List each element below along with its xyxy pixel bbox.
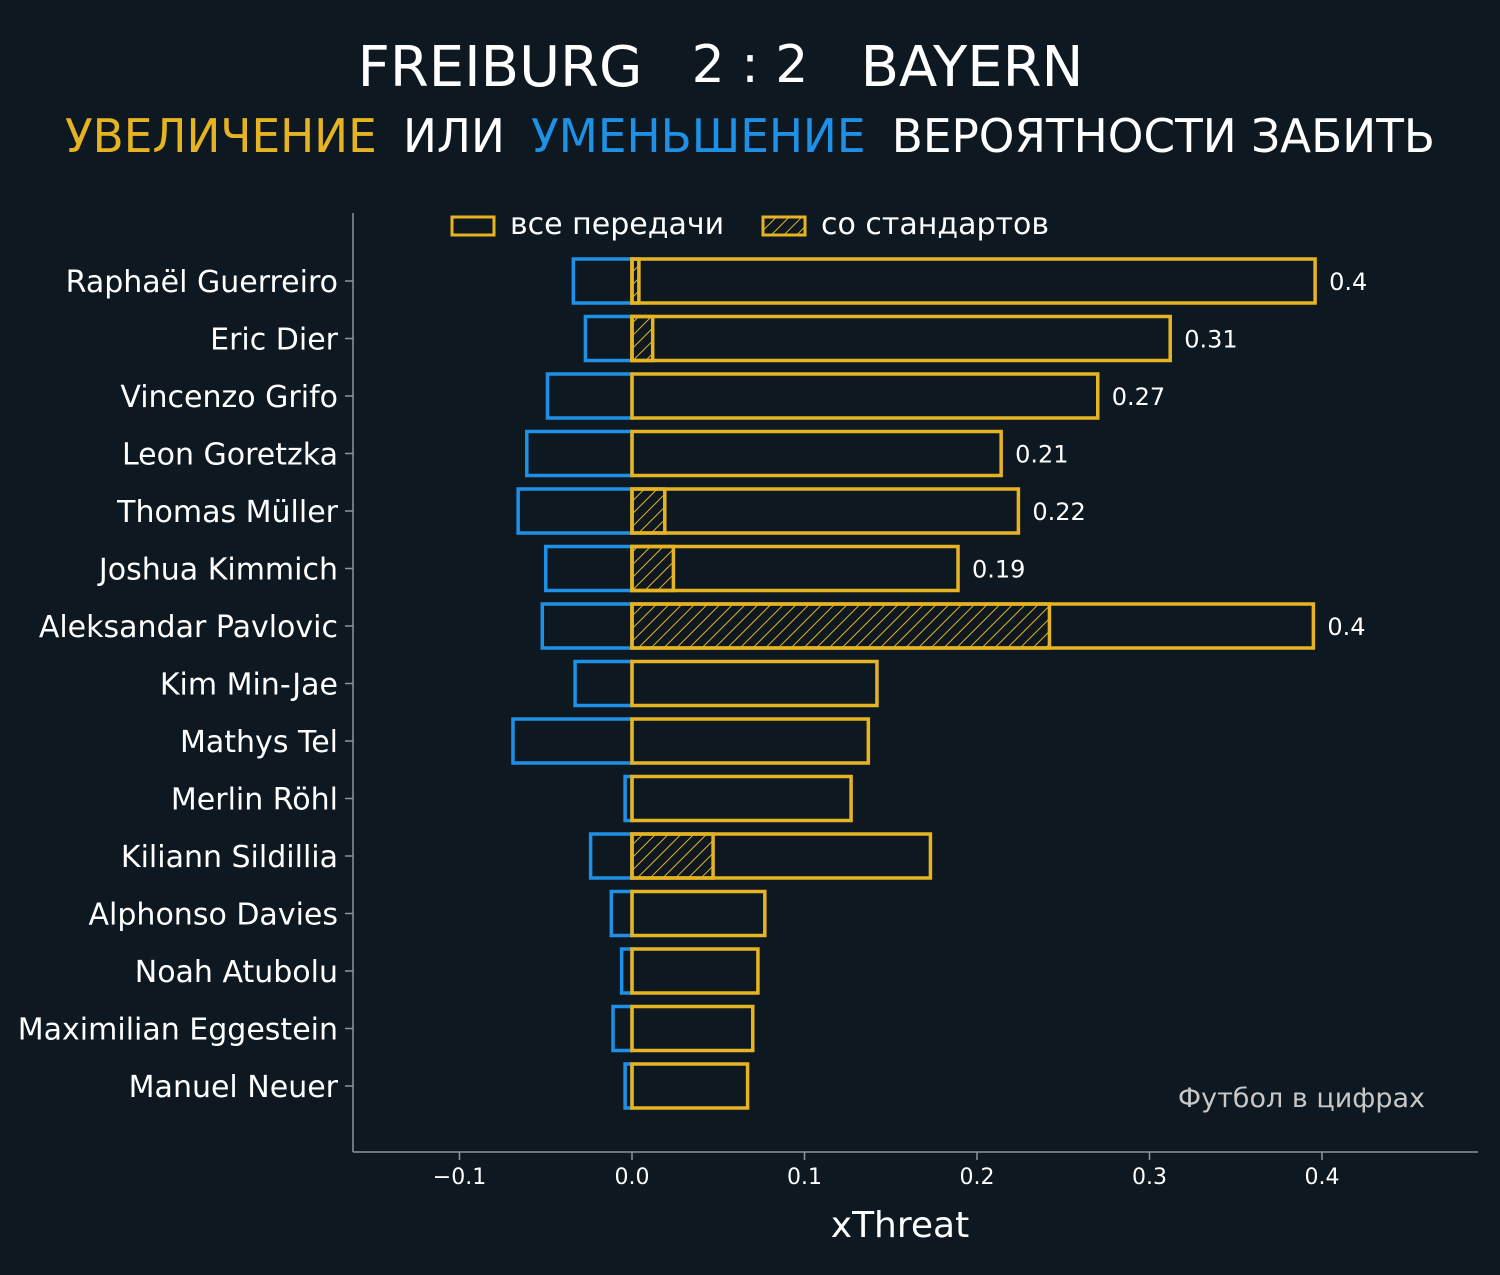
bar-value-label: 0.22 [1032,498,1085,526]
subtitle-or: ИЛИ [403,109,505,163]
bar-increase [630,659,879,708]
match-score: 2 : 2 [692,35,809,95]
bar-set-pieces [630,487,667,535]
bar-value-label: 0.27 [1112,383,1165,411]
bar-increase [630,602,1316,650]
bar-set-pieces [630,832,715,880]
bar-decrease [544,544,634,593]
bars-layer: 0.4 0.31 0.27 0.21 0.22 0.19 0.4 [511,257,1367,1110]
x-tick-label: 0.0 [615,1165,650,1190]
subtitle-rest: ВЕРОЯТНОСТИ ЗАБИТЬ [892,109,1435,163]
x-tick-label: 0.3 [1132,1165,1167,1190]
player-name-label: Leon Goretzka [122,438,338,473]
away-team-name: BAYERN [861,35,1084,100]
bar-increase [630,947,760,995]
bar-decrease [545,372,634,420]
bar-decrease [588,832,634,880]
player-name-label: Kiliann Sildillia [121,840,338,875]
player-name-label: Joshua Kimmich [97,553,338,588]
subtitle-decrease: УМЕНЬШЕНИЕ [531,109,865,163]
x-axis-ticks: −0.1 0.0 0.1 0.2 0.3 0.4 [433,1152,1340,1190]
player-name-label: Noah Atubolu [135,955,338,990]
bar-value-label: 0.19 [972,556,1025,584]
bar-decrease [516,487,634,535]
bar-increase [630,372,1100,420]
player-name-label: Aleksandar Pavlovic [39,610,338,645]
bar-increase [630,717,871,765]
bar-increase [630,257,1317,305]
bar-decrease [611,1004,634,1053]
chart-subtitle: УВЕЛИЧЕНИЕ ИЛИ УМЕНЬШЕНИЕ ВЕРОЯТНОСТИ ЗА… [65,109,1435,163]
legend: все передачи со стандартов [450,207,1049,242]
player-name-label: Alphonso Davies [89,898,338,933]
bar-increase [630,1062,750,1110]
player-name-label: Merlin Röhl [171,783,338,818]
bar-increase [630,487,1021,535]
player-name-label: Maximilian Eggestein [18,1013,338,1048]
bar-decrease [573,659,634,708]
bar-decrease [583,314,634,363]
home-team-name: FREIBURG [358,35,643,100]
chart-title: FREIBURG 2 : 2 BAYERN [358,35,1084,100]
x-tick-label: 0.4 [1305,1165,1340,1190]
player-name-label: Raphaël Guerreiro [66,265,338,300]
x-tick-label: 0.1 [787,1165,822,1190]
legend-swatch-set-pieces [761,215,807,237]
player-name-label: Mathys Tel [180,725,338,760]
bar-set-pieces [630,314,655,363]
bar-set-pieces [630,544,676,593]
legend-label-all-passes: все передачи [510,207,724,242]
bar-decrease [571,257,634,305]
bar-decrease [540,602,634,650]
legend-label-set-pieces: со стандартов [821,207,1049,242]
bar-increase [630,832,933,880]
watermark-text: Футбол в цифрах [1178,1083,1425,1114]
bar-value-label: 0.4 [1329,268,1367,296]
bar-increase [630,429,1003,478]
y-axis-ticks: Raphaël Guerreiro Eric Dier Vincenzo Grifo… [18,265,353,1105]
x-tick-label: −0.1 [433,1165,486,1190]
bar-value-label: 0.31 [1184,326,1237,354]
player-name-label: Thomas Müller [116,495,338,530]
x-axis-label: xThreat [831,1205,969,1246]
x-tick-label: 0.2 [960,1165,995,1190]
subtitle-increase: УВЕЛИЧЕНИЕ [65,109,377,163]
bar-increase [630,889,767,938]
bar-decrease [525,429,634,478]
bar-decrease [609,889,634,938]
player-name-label: Kim Min-Jae [160,668,338,703]
bar-decrease [511,717,634,765]
bar-increase [630,544,960,593]
legend-swatch-all-passes [450,215,496,237]
bar-increase [630,774,853,823]
bar-increase [630,314,1172,363]
bar-value-label: 0.21 [1015,441,1068,469]
player-name-label: Manuel Neuer [129,1070,339,1105]
bar-increase [630,1004,755,1053]
bar-set-pieces [630,602,1052,650]
bar-value-label: 0.4 [1327,613,1365,641]
player-name-label: Eric Dier [210,323,339,358]
player-name-label: Vincenzo Grifo [120,380,338,415]
